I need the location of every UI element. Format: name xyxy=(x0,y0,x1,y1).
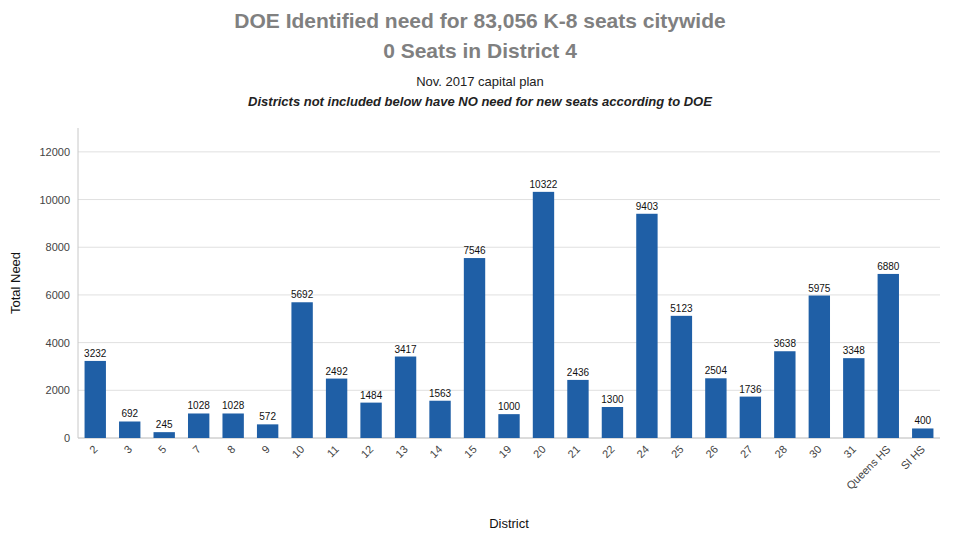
x-tick-label: 15 xyxy=(462,443,479,460)
bar xyxy=(533,192,554,438)
data-label: 10322 xyxy=(530,179,558,190)
data-label: 3232 xyxy=(84,348,107,359)
data-label: 5692 xyxy=(291,289,314,300)
x-tick-label: 7 xyxy=(190,443,203,456)
title: 0 Seats in District 4 xyxy=(383,39,577,62)
data-labels: 3232 692 245 1028 1028 572 5692 2492 1484 3417 156… xyxy=(84,179,931,430)
bar xyxy=(912,428,933,438)
bar xyxy=(774,351,795,438)
note: Districts not included below have NO nee… xyxy=(248,94,712,109)
data-label: 3348 xyxy=(843,345,866,356)
data-label: 1484 xyxy=(360,390,383,401)
x-tick-label: 24 xyxy=(634,443,651,460)
bar xyxy=(740,397,761,438)
bar xyxy=(878,274,899,438)
x-tick-label: Queens HS xyxy=(844,443,893,492)
bar xyxy=(222,413,243,438)
grid-line xyxy=(78,199,940,200)
x-tick-label: 30 xyxy=(807,443,824,460)
bar xyxy=(119,421,140,438)
bar xyxy=(326,379,347,438)
bar xyxy=(154,432,175,438)
y-axis-line xyxy=(78,128,79,438)
data-label: 3638 xyxy=(774,338,797,349)
bar xyxy=(705,378,726,438)
chart-svg: DOE Identified need for 83,056 K-8 seats… xyxy=(0,0,960,540)
x-tick-label: 19 xyxy=(496,443,513,460)
x-tick-label: 13 xyxy=(393,443,410,460)
bar xyxy=(809,296,830,438)
y-tick-label: 2000 xyxy=(46,384,70,396)
x-tick-label: 8 xyxy=(225,443,238,456)
subtitle: Nov. 2017 capital plan xyxy=(416,74,544,89)
x-tick-label: 14 xyxy=(427,443,444,460)
x-tick-label: SI HS xyxy=(898,443,927,472)
data-label: 1000 xyxy=(498,401,521,412)
chart-container: DOE Identified need for 83,056 K-8 seats… xyxy=(0,0,960,540)
data-label: 1300 xyxy=(601,394,624,405)
y-tick-label: 6000 xyxy=(46,289,70,301)
x-tick-label: 21 xyxy=(565,443,582,460)
data-label: 3417 xyxy=(394,344,417,355)
data-label: 2436 xyxy=(567,367,590,378)
bar xyxy=(395,357,416,438)
bar xyxy=(85,361,106,438)
data-label: 2492 xyxy=(325,366,348,377)
x-axis-label: District xyxy=(489,516,529,531)
y-axis-label: Total Need xyxy=(8,252,23,314)
grid-line xyxy=(78,151,940,152)
bar xyxy=(671,316,692,438)
x-tick-label: 25 xyxy=(669,443,686,460)
data-label: 2504 xyxy=(705,365,728,376)
data-label: 9403 xyxy=(636,201,659,212)
grid xyxy=(78,152,940,438)
x-tick-label: 28 xyxy=(772,443,789,460)
x-tick-label: 9 xyxy=(259,443,272,456)
x-tick-label: 12 xyxy=(358,443,375,460)
bar xyxy=(188,413,209,438)
bar xyxy=(636,214,657,438)
y-tick-label: 10000 xyxy=(39,194,70,206)
y-tick-label: 0 xyxy=(64,432,70,444)
data-label: 7546 xyxy=(463,245,486,256)
x-tick-label: 10 xyxy=(289,443,306,460)
data-label: 692 xyxy=(121,408,138,419)
data-label: 1028 xyxy=(188,400,211,411)
bar xyxy=(257,424,278,438)
x-ticks: 2 3 5 7 8 9 10 11 12 13 14 15 19 20 21 22 24 25 26 27 28 30 31… xyxy=(87,443,927,492)
bar xyxy=(602,407,623,438)
data-label: 5975 xyxy=(808,283,831,294)
x-tick-label: 5 xyxy=(156,443,169,456)
data-label: 572 xyxy=(259,411,276,422)
x-tick-label: 31 xyxy=(841,443,858,460)
bar xyxy=(567,380,588,438)
x-tick-label: 3 xyxy=(121,443,134,456)
bar xyxy=(464,258,485,438)
y-tick-label: 4000 xyxy=(46,337,70,349)
y-tick-label: 8000 xyxy=(46,241,70,253)
bar xyxy=(429,401,450,438)
x-tick-label: 26 xyxy=(703,443,720,460)
data-label: 1736 xyxy=(739,384,762,395)
data-label: 6880 xyxy=(877,261,900,272)
grid-line xyxy=(78,294,940,295)
x-tick-label: 2 xyxy=(87,443,100,456)
bars xyxy=(85,192,934,438)
bar xyxy=(291,302,312,438)
bar xyxy=(498,414,519,438)
data-label: 245 xyxy=(156,419,173,430)
bar xyxy=(360,403,381,438)
data-label: 5123 xyxy=(670,303,693,314)
x-tick-label: 27 xyxy=(738,443,755,460)
grid-line xyxy=(78,247,940,248)
y-tick-label: 12000 xyxy=(39,146,70,158)
bar xyxy=(843,358,864,438)
x-tick-label: 22 xyxy=(600,443,617,460)
data-label: 1028 xyxy=(222,400,245,411)
data-label: 1563 xyxy=(429,388,452,399)
x-tick-label: 11 xyxy=(324,443,341,460)
x-tick-label: 20 xyxy=(531,443,548,460)
title: DOE Identified need for 83,056 K-8 seats… xyxy=(234,9,725,32)
data-label: 400 xyxy=(914,415,931,426)
